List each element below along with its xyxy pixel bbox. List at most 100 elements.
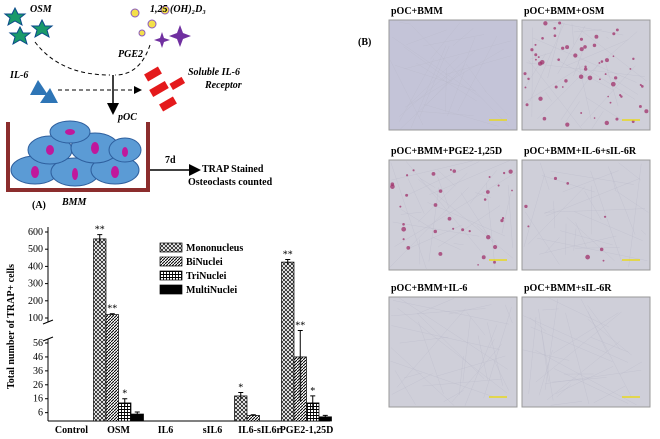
y-tick-label: 16 — [33, 394, 43, 405]
stain-spot — [629, 68, 631, 70]
y-tick-label: 300 — [28, 279, 43, 290]
stain-spot — [585, 255, 590, 260]
result-label: Osteoclasts counted — [188, 177, 273, 188]
stain-spot — [399, 206, 401, 208]
stain-spot — [524, 205, 527, 208]
x-tick-label: Control — [55, 425, 88, 434]
stain-spot — [493, 261, 496, 264]
stain-spot — [580, 112, 582, 114]
significance: ** — [95, 225, 105, 236]
stain-spot — [612, 32, 615, 35]
stain-spot — [486, 190, 490, 194]
stain-spot — [615, 118, 618, 121]
bar — [247, 415, 260, 421]
legend-swatch — [160, 285, 182, 294]
micrograph — [522, 297, 650, 407]
stain-spot — [500, 219, 503, 222]
stain-spot — [511, 190, 513, 192]
stain-spot — [438, 252, 442, 256]
stain-spot — [484, 198, 487, 201]
stain-spot — [498, 185, 500, 187]
stain-spot — [614, 76, 617, 79]
stain-spot — [632, 58, 634, 60]
stain-spot — [604, 216, 606, 218]
stain-spot — [564, 79, 567, 82]
stain-spot — [594, 117, 596, 119]
stain-spot — [493, 245, 497, 249]
significance: * — [122, 389, 127, 400]
x-tick-label: IL6 — [158, 425, 174, 434]
stain-spot — [605, 58, 609, 62]
receptor-label: Receptor — [204, 80, 242, 91]
pge2-label: PGE2 — [118, 49, 143, 60]
stain-spot — [599, 78, 601, 80]
stain-spot — [527, 225, 529, 227]
stain-spot — [527, 78, 529, 80]
image-label: pOC+BMM+sIL-6R — [524, 283, 612, 294]
stain-spot — [558, 21, 561, 24]
legend-swatch — [160, 257, 182, 266]
stain-spot — [432, 172, 436, 176]
schematic: OSM 1,25 (OH)₂D₃ PGE2 IL-6 Soluble IL-6 … — [5, 4, 273, 208]
stain-spot — [584, 67, 587, 70]
stain-spot — [540, 60, 545, 65]
stain-spot — [461, 228, 464, 231]
stain-spot — [489, 176, 491, 178]
y-tick-label: 36 — [33, 366, 43, 377]
stain-spot — [405, 194, 408, 197]
stain-spot — [482, 255, 486, 259]
receptor-label: Soluble IL-6 — [188, 67, 240, 78]
x-tick-label: sIL6 — [203, 425, 222, 434]
y-tick-label: 56 — [33, 338, 43, 349]
image-label: pOC+BMM+IL-6+sIL-6R — [524, 146, 637, 157]
stain-spot — [583, 45, 587, 49]
stain-spot — [561, 47, 564, 50]
stain-spot — [526, 103, 529, 106]
panel-label: (B) — [358, 37, 371, 48]
stain-spot — [579, 74, 583, 78]
stain-spot — [403, 238, 405, 240]
stain-spot — [565, 45, 569, 49]
stain-spot — [619, 94, 621, 96]
stain-spot — [509, 170, 513, 174]
y-axis-label: Total number of TRAP+ cells — [6, 264, 17, 389]
stain-spot — [390, 184, 395, 189]
significance: ** — [295, 321, 305, 332]
osm-label: OSM — [30, 4, 53, 15]
stain-spot — [535, 59, 537, 61]
stain-spot — [401, 227, 406, 232]
y-tick-label: 26 — [33, 380, 43, 391]
stain-spot — [644, 109, 648, 113]
stain-spot — [555, 85, 558, 88]
stain-spot — [450, 169, 452, 171]
stain-spot — [534, 44, 536, 46]
y-tick-label: 600 — [28, 227, 43, 238]
stain-spot — [639, 105, 642, 108]
legend-label: MultiNuclei — [186, 285, 237, 296]
il6-label: IL-6 — [9, 70, 28, 81]
stain-spot — [477, 264, 479, 266]
stain-spot — [452, 169, 456, 173]
stain-spot — [543, 117, 547, 121]
stain-spot — [448, 217, 452, 221]
legend-swatch — [160, 243, 182, 252]
stain-spot — [486, 235, 490, 239]
stain-spot — [554, 34, 557, 37]
legend-swatch — [160, 271, 182, 280]
stain-spot — [588, 76, 593, 81]
bar — [282, 262, 295, 421]
stain-spot — [565, 123, 569, 127]
stain-spot — [557, 58, 560, 61]
y-tick-label: 46 — [33, 352, 43, 363]
y-tick-label: 6 — [38, 408, 43, 419]
stain-spot — [605, 73, 607, 75]
stain-spot — [553, 27, 556, 30]
stain-spot — [610, 102, 612, 104]
image-label: pOC+BMM+IL-6 — [391, 283, 467, 294]
stain-spot — [413, 169, 415, 171]
stain-spot — [599, 62, 601, 64]
stain-spot — [524, 86, 526, 88]
stain-spot — [601, 60, 604, 63]
significance: ** — [283, 250, 293, 261]
